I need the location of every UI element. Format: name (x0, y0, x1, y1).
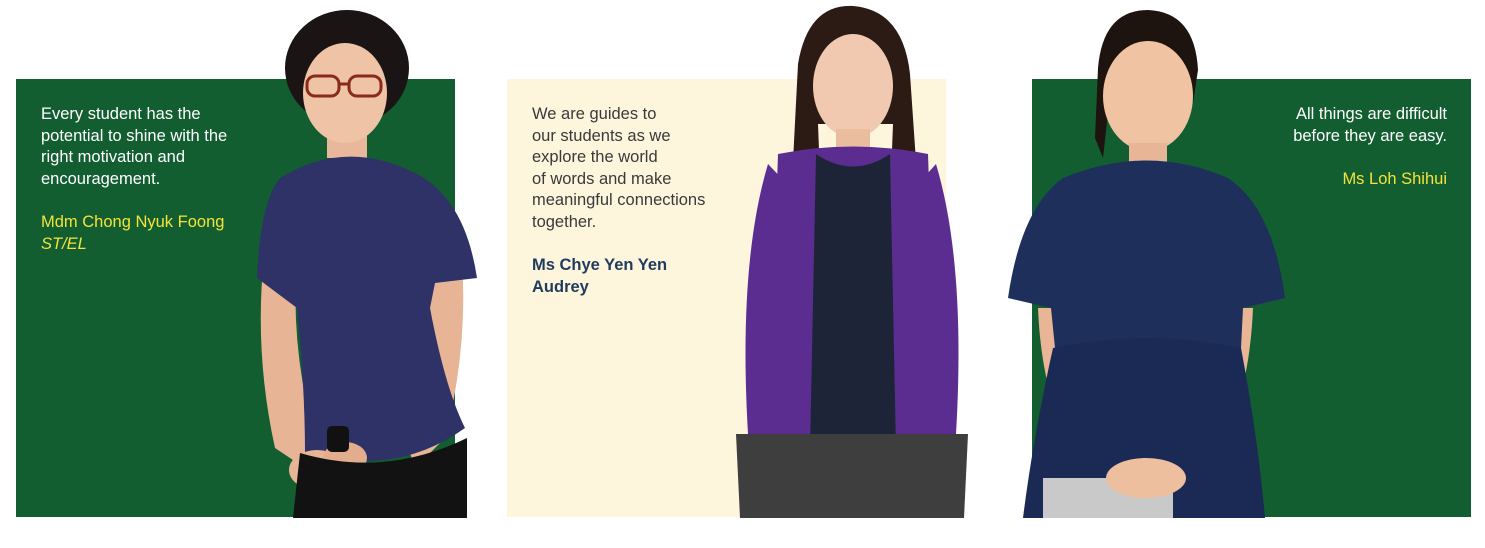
teacher-quote-3: All things are difficult before they are… (1293, 105, 1447, 145)
teacher-name-3: Ms Loh Shihui (1342, 170, 1447, 188)
teacher-photo-3 (1008, 10, 1285, 518)
teacher-name-2: Ms Chye Yen Yen Audrey (532, 256, 668, 296)
teacher-name-block-1: Mdm Chong Nyuk Foong ST/EL (41, 212, 224, 255)
teacher-photo-2 (736, 5, 968, 518)
teacher-name-1: Mdm Chong Nyuk Foong (41, 213, 225, 231)
teacher-role-1: ST/EL (41, 234, 87, 253)
teacher-quote-1: Every student has the potential to shine… (41, 105, 228, 188)
teacher-photo-1 (257, 10, 477, 518)
teacher-quote-2: We are guides to our students as we expl… (532, 105, 706, 231)
